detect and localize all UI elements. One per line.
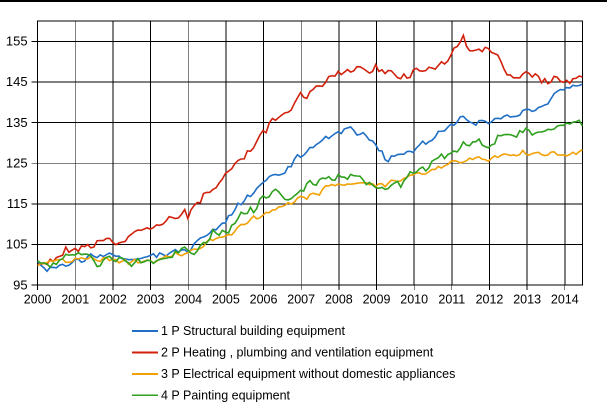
svg-text:2000: 2000 [24,293,52,307]
svg-text:4 P Painting equipment: 4 P Painting equipment [161,388,291,402]
svg-text:1 P Structural building equipm: 1 P Structural building equipment [161,324,345,338]
svg-text:2005: 2005 [212,293,240,307]
svg-text:2002: 2002 [99,293,127,307]
svg-text:2008: 2008 [325,293,353,307]
svg-text:2003: 2003 [137,293,165,307]
svg-text:2 P Heating , plumbing and ven: 2 P Heating , plumbing and ventilation e… [161,346,434,360]
svg-text:2010: 2010 [400,293,428,307]
svg-text:115: 115 [7,196,28,211]
svg-text:145: 145 [6,74,28,89]
svg-text:2006: 2006 [250,293,278,307]
svg-text:125: 125 [6,155,28,170]
svg-text:95: 95 [13,277,27,292]
svg-text:2012: 2012 [476,293,504,307]
svg-text:2001: 2001 [61,293,89,307]
svg-text:2011: 2011 [438,293,465,307]
svg-text:2013: 2013 [513,293,541,307]
svg-text:105: 105 [6,237,28,252]
svg-text:2014: 2014 [551,293,579,307]
svg-text:2009: 2009 [363,293,391,307]
svg-text:3 P Electrical equipment witho: 3 P Electrical equipment without domesti… [161,367,455,381]
svg-text:135: 135 [6,115,28,130]
svg-text:155: 155 [6,34,28,49]
svg-text:2004: 2004 [174,293,202,307]
svg-text:2007: 2007 [287,293,315,307]
